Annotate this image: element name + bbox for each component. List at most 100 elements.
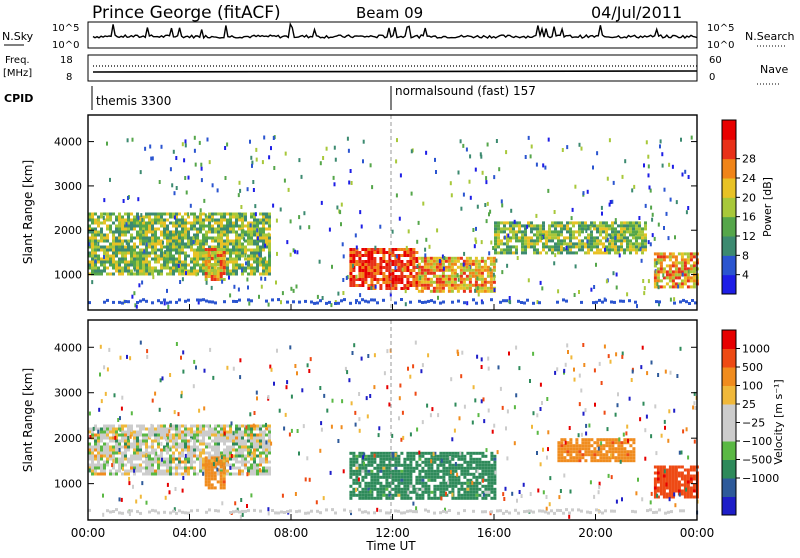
data-cell <box>506 248 509 251</box>
data-cell <box>193 446 196 449</box>
data-cell <box>232 246 235 249</box>
data-cell <box>175 428 178 431</box>
data-cell <box>436 485 439 488</box>
data-cell <box>487 488 490 491</box>
data-cell <box>128 481 130 485</box>
data-cell <box>481 485 484 488</box>
data-cell <box>187 237 190 240</box>
data-cell <box>379 494 382 497</box>
data-cell <box>406 275 409 278</box>
data-cell <box>112 234 115 237</box>
data-cell <box>213 462 215 466</box>
data-cell <box>374 353 376 357</box>
data-cell <box>199 428 202 431</box>
data-cell <box>184 222 187 225</box>
data-cell <box>478 476 481 479</box>
data-cell <box>596 245 599 248</box>
data-cell <box>202 461 205 464</box>
data-cell <box>238 240 241 243</box>
data-cell <box>235 443 238 446</box>
data-cell <box>154 461 157 464</box>
data-cell <box>626 425 628 429</box>
data-cell <box>373 260 376 263</box>
data-cell <box>208 216 211 219</box>
data-cell <box>379 248 382 251</box>
data-cell <box>584 441 587 444</box>
data-cell <box>557 245 560 248</box>
data-cell <box>409 476 412 479</box>
data-cell <box>133 452 136 455</box>
data-cell <box>657 258 660 261</box>
data-cell <box>457 479 460 482</box>
data-cell <box>436 287 439 290</box>
data-cell <box>160 452 163 455</box>
data-cell <box>250 446 253 449</box>
data-cell <box>151 249 154 252</box>
data-cell <box>421 470 424 473</box>
data-cell <box>548 230 551 233</box>
data-cell <box>148 225 151 228</box>
data-cell <box>127 470 130 473</box>
data-cell <box>193 225 196 228</box>
data-cell <box>262 449 265 452</box>
data-cell <box>241 446 244 449</box>
data-cell <box>379 278 382 281</box>
data-cell <box>184 264 187 267</box>
data-cell <box>487 461 490 464</box>
data-cell <box>611 475 613 479</box>
data-cell <box>235 449 238 452</box>
data-cell <box>450 181 452 185</box>
data-cell <box>100 270 103 273</box>
data-cell <box>648 173 650 177</box>
data-cell <box>133 216 136 219</box>
data-cell <box>145 231 148 234</box>
data-cell <box>145 234 148 237</box>
data-cell <box>164 250 166 254</box>
data-cell <box>463 467 466 470</box>
data-cell <box>648 164 650 168</box>
data-cell <box>620 460 622 464</box>
data-cell <box>268 155 270 159</box>
data-cell <box>669 475 672 478</box>
data-cell <box>674 503 676 507</box>
data-cell <box>490 473 493 476</box>
data-cell <box>226 267 229 270</box>
data-cell <box>497 450 499 454</box>
data-cell <box>121 446 124 449</box>
data-cell <box>94 464 97 467</box>
data-cell <box>260 277 262 281</box>
data-cell <box>418 451 420 455</box>
data-cell <box>397 476 400 479</box>
data-cell <box>530 492 532 496</box>
data-cell <box>178 246 181 249</box>
data-cell <box>596 224 599 227</box>
data-cell <box>241 425 244 428</box>
data-cell <box>166 243 169 246</box>
data-cell <box>202 225 205 228</box>
data-cell <box>477 469 479 473</box>
data-cell <box>187 431 190 434</box>
data-cell <box>241 268 243 272</box>
data-cell <box>139 470 142 473</box>
data-cell <box>241 443 244 446</box>
y-tick-label: 3000 <box>54 180 82 193</box>
data-cell <box>581 224 584 227</box>
data-cell <box>249 140 251 144</box>
data-cell <box>605 230 608 233</box>
data-cell <box>352 473 355 476</box>
data-cell <box>581 441 584 444</box>
data-cell <box>205 240 208 243</box>
data-cell <box>409 284 412 287</box>
data-cell <box>185 139 187 143</box>
data-cell <box>448 260 451 263</box>
data-cell <box>623 239 626 242</box>
data-cell <box>89 468 91 472</box>
data-cell <box>379 266 382 269</box>
data-cell <box>575 447 578 450</box>
data-cell <box>547 430 549 434</box>
data-cell <box>214 275 217 278</box>
data-cell <box>631 378 633 382</box>
data-cell <box>163 431 166 434</box>
data-cell <box>672 282 675 285</box>
